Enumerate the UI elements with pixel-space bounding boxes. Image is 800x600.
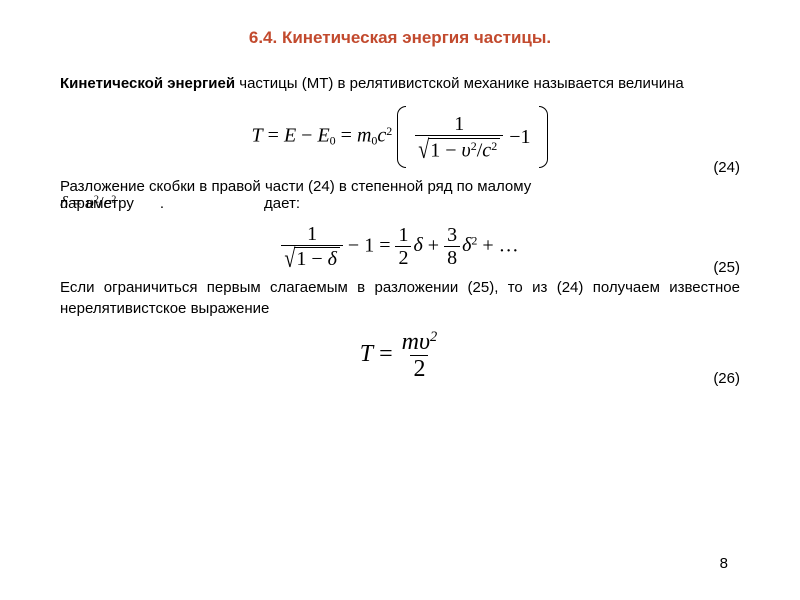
- delta-eq: =: [68, 193, 86, 212]
- eq24-minus1: −: [296, 125, 317, 147]
- eq25-sqrt-1: 1: [296, 248, 306, 270]
- radical-icon: √: [284, 246, 295, 275]
- eq25-half-den: 2: [395, 246, 411, 268]
- paragraph-2-delta-expr: δ = υ2/c2: [60, 193, 116, 213]
- delta-c-exp: 2: [111, 195, 116, 206]
- eq25-minus1-eq: − 1 =: [343, 234, 396, 256]
- eq25-threeeighths: 3 8: [444, 225, 460, 268]
- eq24-minus-one: −1: [503, 126, 530, 149]
- eq25-dots: + …: [477, 234, 518, 256]
- delta-v: υ: [86, 193, 94, 212]
- eq24-main-fraction: 1 √ 1 − υ2/c2: [415, 114, 503, 160]
- page-number: 8: [720, 555, 728, 572]
- eq25-delta2: δ: [460, 234, 471, 256]
- eq25-sqrt: √ 1 − δ: [284, 247, 340, 269]
- equation-26: T = mυ2 2 (26): [60, 325, 740, 387]
- eq24-paren-left: [397, 106, 406, 168]
- eq24-E: E: [284, 125, 296, 147]
- eq25-plus: +: [423, 234, 444, 256]
- eq24-c2: c: [482, 139, 491, 161]
- eq25-number: (25): [713, 259, 740, 276]
- eq25-delta1: δ: [411, 234, 422, 256]
- term-kinetic-energy: Кинетической энергией: [60, 75, 235, 92]
- eq26-den: 2: [410, 355, 428, 381]
- eq24-v: υ: [462, 139, 471, 161]
- eq24-T: T: [252, 125, 263, 147]
- eq25-38-den: 8: [444, 246, 460, 268]
- eq25-half: 1 2: [395, 225, 411, 268]
- eq24-expression: T = E − E0 = m0c2 1 √ 1 − υ2/c2 −1: [252, 106, 549, 168]
- eq26-v: υ: [419, 329, 430, 355]
- paragraph-1: Кинетической энергией частицы (МТ) в рел…: [60, 74, 740, 94]
- radical-icon: √: [418, 137, 429, 166]
- eq24-c: c: [377, 125, 386, 147]
- eq25-sqrt-minus: −: [306, 248, 327, 270]
- eq25-lhs-den: √ 1 − δ: [281, 245, 343, 269]
- eq24-frac-den: √ 1 − υ2/c2: [415, 135, 503, 160]
- eq24-eq1: =: [263, 125, 284, 147]
- eq26-T: T: [360, 341, 373, 367]
- eq24-c-sup: 2: [386, 124, 392, 138]
- section-title: 6.4. Кинетическая энергия частицы.: [60, 28, 740, 48]
- eq24-frac-num: 1: [451, 114, 467, 135]
- delta-sym: δ: [60, 193, 68, 212]
- eq25-lhs-frac: 1 √ 1 − δ: [281, 224, 343, 269]
- eq25-half-num: 1: [395, 225, 411, 246]
- equation-24: T = E − E0 = m0c2 1 √ 1 − υ2/c2 −1: [60, 98, 740, 176]
- eq26-eq: =: [373, 341, 399, 367]
- paragraph-2-daet: дает:: [264, 195, 300, 212]
- eq25-expression: 1 √ 1 − δ − 1 = 1 2 δ + 3 8 δ2 + …: [281, 224, 518, 269]
- eq25-38-num: 3: [444, 225, 460, 246]
- eq26-v-exp: 2: [430, 329, 437, 345]
- eq26-num: mυ2: [399, 330, 441, 355]
- eq25-lhs-num: 1: [304, 224, 320, 245]
- eq24-c2-sup: 2: [491, 139, 497, 153]
- eq24-paren-right: [539, 106, 548, 168]
- paragraph-3: Если ограничиться первым слагаемым в раз…: [60, 278, 740, 319]
- eq26-number: (26): [713, 370, 740, 387]
- eq26-expression: T = mυ2 2: [360, 330, 440, 381]
- paragraph-2: Разложение скобки в правой части (24) в …: [60, 178, 740, 212]
- eq24-E0-E: E: [317, 125, 329, 147]
- paragraph-1-rest: частицы (МТ) в релятивистской механике н…: [235, 75, 684, 92]
- eq26-m: m: [402, 329, 419, 355]
- eq24-sqrt-minus: −: [440, 139, 461, 161]
- equation-25: 1 √ 1 − δ − 1 = 1 2 δ + 3 8 δ2 + … (25): [60, 216, 740, 276]
- paragraph-2-line1: Разложение скобки в правой части (24) в …: [60, 178, 740, 195]
- eq26-frac: mυ2 2: [399, 330, 441, 381]
- eq24-sqrt-1: 1: [430, 139, 440, 161]
- eq24-sqrt: √ 1 − υ2/c2: [418, 138, 500, 161]
- eq25-sqrt-delta: δ: [328, 248, 337, 270]
- eq24-number: (24): [713, 159, 740, 176]
- eq24-m: m: [357, 125, 371, 147]
- eq24-eq2: =: [336, 125, 357, 147]
